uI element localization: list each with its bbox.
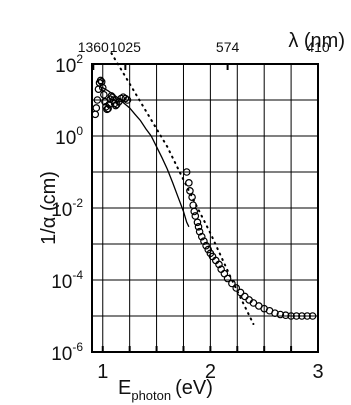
y-tick-label: 10-4 (51, 268, 83, 293)
data-point (232, 284, 241, 292)
data-point (93, 96, 102, 104)
x-tick-label: 2 (205, 361, 216, 383)
data-point (204, 245, 213, 254)
data-point (241, 292, 249, 301)
data-point (215, 260, 223, 269)
data-point (200, 237, 208, 245)
plot-frame (91, 63, 319, 353)
axes (91, 63, 319, 353)
data-point (100, 90, 108, 99)
x-tick-label: 1 (97, 361, 108, 383)
y-tick-label: 10-6 (51, 340, 83, 365)
data-point (193, 218, 202, 227)
data-point (96, 76, 105, 85)
data-point (194, 223, 203, 231)
data-point (303, 312, 312, 320)
data-point (188, 193, 196, 201)
top-tick-label: 574 (216, 39, 240, 55)
grid-lines (92, 63, 318, 353)
y-tick-label: 10-2 (51, 196, 83, 221)
data-point (104, 104, 112, 113)
y-tick-label: 100 (55, 124, 83, 149)
data-point (271, 309, 279, 317)
y-axis-label: 1/α (cm) (38, 171, 60, 245)
data-point (92, 104, 101, 112)
data-point (197, 232, 206, 241)
top-tick-label: 1360 (78, 39, 109, 55)
data-point (292, 312, 301, 320)
data-point (308, 312, 317, 320)
data-point (281, 311, 290, 320)
data-point (190, 207, 199, 216)
top-tick-label: 410 (306, 39, 330, 55)
data-point (191, 212, 200, 220)
data-series (92, 52, 317, 325)
top-axis-label: λ (nm) (288, 30, 345, 52)
dotted-curve (110, 52, 255, 325)
data-point (202, 241, 210, 250)
x-tick-label: 3 (312, 361, 323, 383)
data-point (98, 83, 107, 92)
data-point (182, 168, 191, 176)
top-tick-label: 1025 (110, 39, 141, 55)
data-point (276, 310, 285, 319)
x-axis-label: Ephoton (eV) (118, 377, 213, 403)
solid-curve (97, 85, 190, 228)
tick-labels: 1 2 3 102 100 10-2 10-4 10-6 1360 1025 574 410 (51, 39, 330, 383)
data-point (298, 312, 306, 320)
data-point (106, 95, 115, 104)
data-point (123, 96, 132, 104)
y-tick-label: 102 (55, 52, 83, 77)
data-point (287, 312, 295, 320)
data-point (103, 105, 111, 114)
data-point (223, 274, 232, 283)
data-point (185, 179, 193, 187)
